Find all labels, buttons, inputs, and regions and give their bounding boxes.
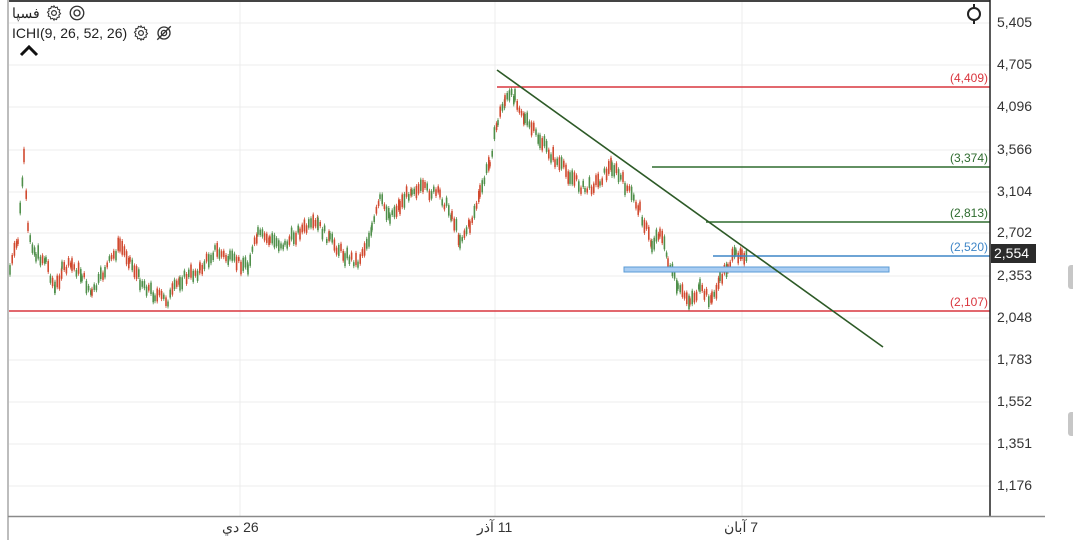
level-label: (2,520) [949, 240, 988, 254]
price-tick-label: 2,048 [997, 309, 1033, 325]
level-label: (2,107) [949, 295, 988, 309]
gear-icon[interactable] [132, 24, 150, 42]
crosshair-icon[interactable] [964, 4, 984, 24]
level-label: (3,374) [949, 151, 988, 165]
indicator-name: ICHI(9, 26, 52, 26) [12, 25, 128, 41]
symbol-legend: فسپا [12, 4, 86, 22]
indicator-legend: ICHI(9, 26, 52, 26) [12, 24, 173, 42]
symbol-name: فسپا [12, 4, 40, 21]
price-tick-label: 4,705 [997, 56, 1033, 72]
eye-icon[interactable] [68, 4, 86, 22]
trendline [496, 69, 884, 348]
gear-icon[interactable] [45, 4, 63, 22]
price-tick-label: 1,552 [997, 393, 1033, 409]
support-zone-rect[interactable] [623, 266, 890, 273]
price-tick-label: 3,104 [997, 183, 1033, 199]
price-tick-label: 5,405 [997, 14, 1033, 30]
trendline-line[interactable] [496, 69, 884, 348]
level-label: (2,813) [949, 206, 988, 220]
chevron-up-icon[interactable] [18, 42, 40, 58]
candlesticks [9, 86, 748, 312]
price-tick-label: 3,566 [997, 141, 1033, 157]
side-panel-handle[interactable] [1068, 412, 1073, 436]
date-tick-label: 11 آذر [477, 519, 513, 535]
horizontal-levels [8, 86, 990, 312]
level-label: (4,409) [949, 71, 988, 85]
price-tick-label: 1,351 [997, 435, 1033, 451]
gridlines [8, 2, 990, 516]
price-tick-label: 1,176 [997, 477, 1033, 493]
price-tick-label: 2,353 [997, 267, 1033, 283]
price-tick-label: 2,702 [997, 224, 1033, 240]
eye-slash-icon[interactable] [155, 24, 173, 42]
support-zone [623, 266, 890, 273]
date-tick-label: 7 آبان [724, 519, 759, 535]
price-tick-label: 4,096 [997, 98, 1033, 114]
side-panel-handle[interactable] [1068, 265, 1073, 289]
current-price-tag: 2,554 [991, 244, 1036, 263]
date-tick-label: 26 دي [222, 519, 259, 535]
price-tick-label: 1,783 [997, 351, 1033, 367]
